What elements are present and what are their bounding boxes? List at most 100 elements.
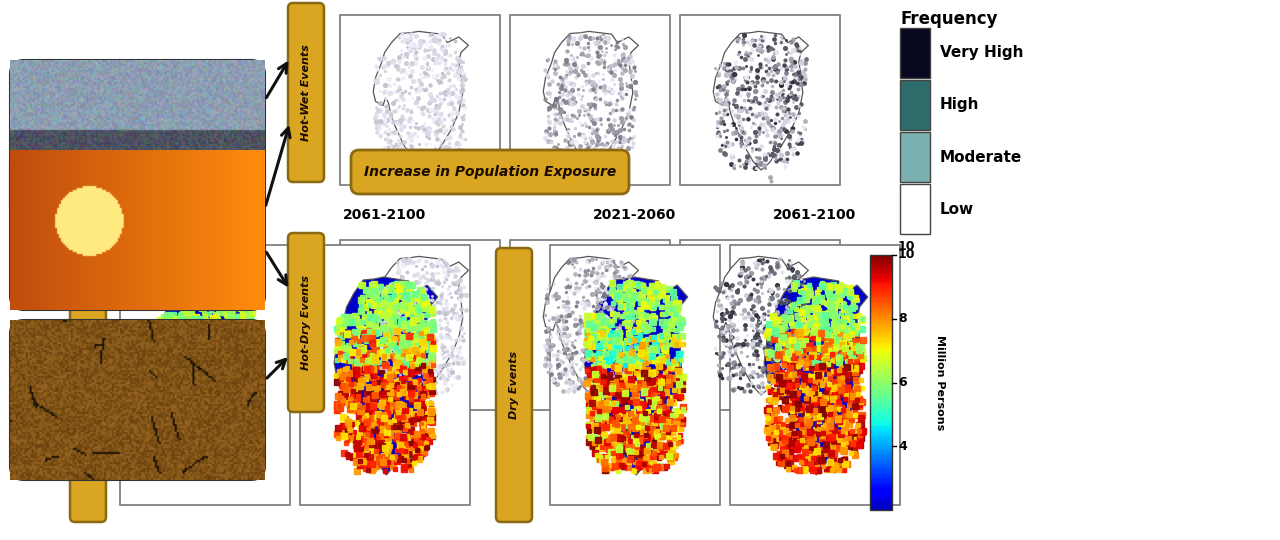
Bar bbox=[870, 313, 892, 315]
Polygon shape bbox=[713, 256, 809, 395]
Bar bbox=[870, 437, 892, 438]
Bar bbox=[870, 498, 892, 500]
Bar bbox=[870, 401, 892, 403]
Bar bbox=[870, 426, 892, 427]
Bar bbox=[870, 423, 892, 424]
Bar bbox=[870, 504, 892, 506]
Bar bbox=[870, 257, 892, 259]
Bar bbox=[870, 304, 892, 306]
Bar bbox=[870, 395, 892, 396]
Bar bbox=[870, 261, 892, 262]
Bar bbox=[870, 441, 892, 442]
Bar bbox=[870, 274, 892, 275]
Bar bbox=[870, 383, 892, 385]
Text: Increase in Population Exposure: Increase in Population Exposure bbox=[364, 165, 616, 179]
Text: 4: 4 bbox=[899, 440, 906, 453]
Bar bbox=[870, 480, 892, 482]
Bar bbox=[870, 404, 892, 406]
Bar bbox=[870, 363, 892, 364]
Bar bbox=[870, 349, 892, 350]
Bar bbox=[870, 496, 892, 497]
Bar bbox=[870, 447, 892, 449]
Bar bbox=[870, 289, 892, 291]
Bar bbox=[870, 466, 892, 468]
Bar bbox=[870, 296, 892, 298]
Text: 8: 8 bbox=[899, 312, 906, 325]
Bar bbox=[870, 384, 892, 386]
Bar bbox=[870, 422, 892, 423]
Text: 6: 6 bbox=[899, 376, 906, 389]
FancyBboxPatch shape bbox=[497, 248, 532, 522]
Bar bbox=[870, 260, 892, 261]
Bar bbox=[870, 327, 892, 329]
Polygon shape bbox=[374, 256, 468, 395]
Text: 2021-2060: 2021-2060 bbox=[164, 208, 247, 222]
Bar bbox=[870, 419, 892, 421]
Bar bbox=[870, 354, 892, 356]
Bar bbox=[870, 321, 892, 322]
Bar bbox=[870, 268, 892, 271]
FancyBboxPatch shape bbox=[70, 248, 106, 522]
Bar bbox=[870, 482, 892, 483]
Bar bbox=[870, 497, 892, 498]
Bar bbox=[870, 288, 892, 289]
Bar bbox=[870, 299, 892, 301]
Bar bbox=[870, 476, 892, 478]
Text: 2061-2100: 2061-2100 bbox=[343, 208, 426, 222]
Bar bbox=[870, 330, 892, 332]
Bar bbox=[870, 352, 892, 353]
Bar bbox=[870, 331, 892, 333]
Bar bbox=[870, 284, 892, 286]
Text: 10: 10 bbox=[899, 240, 915, 253]
Bar bbox=[870, 276, 892, 278]
Bar bbox=[870, 474, 892, 476]
Bar bbox=[870, 359, 892, 361]
Bar bbox=[870, 388, 892, 390]
Bar bbox=[870, 440, 892, 441]
Bar bbox=[870, 443, 892, 445]
Bar bbox=[870, 323, 892, 325]
Bar bbox=[870, 266, 892, 268]
Bar bbox=[870, 507, 892, 509]
Bar bbox=[870, 309, 892, 311]
Bar bbox=[870, 338, 892, 339]
Bar bbox=[870, 262, 892, 264]
Bar bbox=[870, 448, 892, 450]
Bar bbox=[870, 484, 892, 486]
Polygon shape bbox=[334, 277, 438, 475]
Bar bbox=[870, 505, 892, 508]
Bar bbox=[120, 245, 291, 505]
Polygon shape bbox=[764, 277, 868, 475]
Bar bbox=[300, 245, 470, 505]
Bar bbox=[870, 413, 892, 414]
Bar bbox=[870, 490, 892, 492]
Bar bbox=[870, 334, 892, 335]
Bar bbox=[870, 335, 892, 336]
Bar bbox=[509, 240, 669, 410]
Bar bbox=[870, 491, 892, 494]
Bar bbox=[870, 456, 892, 458]
Bar bbox=[870, 344, 892, 346]
Bar bbox=[870, 405, 892, 407]
Text: Wet Events: Wet Events bbox=[83, 350, 93, 420]
Bar bbox=[870, 418, 892, 420]
Bar bbox=[870, 320, 892, 321]
Bar bbox=[870, 428, 892, 430]
Bar bbox=[870, 469, 892, 470]
Text: Frequency: Frequency bbox=[900, 10, 997, 28]
Bar bbox=[870, 316, 892, 318]
Bar bbox=[870, 362, 892, 363]
Bar bbox=[870, 258, 892, 260]
Bar bbox=[870, 386, 892, 388]
Text: 2061-2100: 2061-2100 bbox=[773, 208, 856, 222]
Polygon shape bbox=[374, 31, 468, 170]
Bar bbox=[870, 436, 892, 437]
Bar bbox=[870, 475, 892, 477]
Bar bbox=[870, 345, 892, 347]
Polygon shape bbox=[713, 31, 809, 170]
Bar bbox=[870, 348, 892, 349]
Bar bbox=[870, 290, 892, 292]
Bar bbox=[900, 132, 931, 182]
Bar bbox=[870, 429, 892, 431]
Bar bbox=[730, 245, 900, 505]
